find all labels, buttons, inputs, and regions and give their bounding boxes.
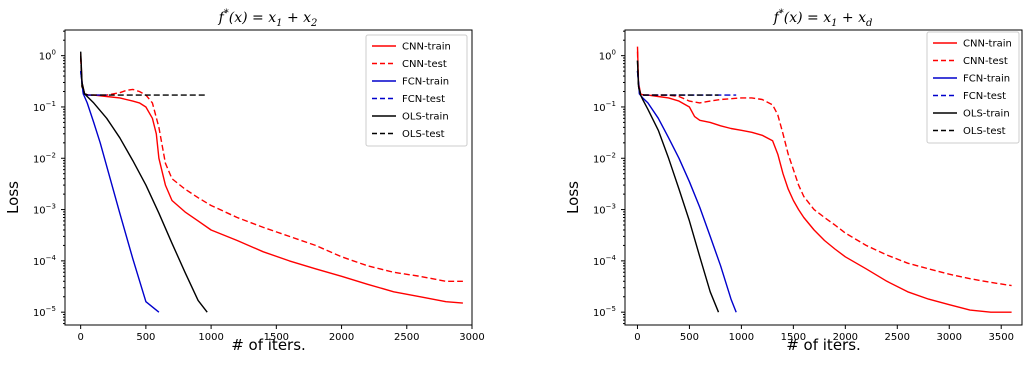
series-line-cnn-test	[80, 57, 463, 282]
series-line-ols-test	[80, 55, 208, 96]
plot-frame	[64, 29, 473, 326]
y-tick-label: 10−3	[33, 203, 56, 217]
x-tick-label: 2000	[833, 332, 858, 343]
series-line-ols-train	[636, 60, 720, 313]
y-tick-label: 100	[599, 49, 616, 63]
chart-panel-2: 0 500 1000 1500 2000 2500 3000 3500 100 10−1 10−2 1…	[564, 8, 1023, 354]
x-tick-label: 1500	[781, 332, 806, 343]
legend-label: CNN-test	[402, 59, 447, 70]
y-tick-label: 10−4	[593, 254, 617, 268]
legend-label: OLS-train	[402, 112, 449, 123]
x-tick-label: 2500	[394, 332, 419, 343]
x-tick-label: 1000	[198, 332, 223, 343]
y-tick-label: 10−4	[33, 254, 57, 268]
y-axis-label: Loss	[4, 181, 22, 214]
series-line-cnn-train	[80, 53, 463, 304]
series-line-fcn-train	[636, 71, 737, 313]
legend: CNN-train CNN-test FCN-train FCN-test OLS-tr…	[365, 34, 468, 147]
legend-label: FCN-train	[402, 77, 449, 88]
x-tick-label: 2500	[885, 332, 910, 343]
x-tick-label: 3500	[988, 332, 1013, 343]
legend-label: FCN-train	[963, 74, 1010, 85]
legend-label: CNN-test	[963, 56, 1008, 67]
legend-label: FCN-test	[963, 91, 1006, 102]
y-tick-label: 10−1	[593, 100, 616, 114]
legend-label: OLS-train	[963, 109, 1010, 120]
x-tick-label: 1500	[264, 332, 289, 343]
legend-label: OLS-test	[402, 129, 445, 140]
x-tick-label: 0	[77, 332, 83, 343]
chart-panel-1: 0 500 1000 1500 2000 2500 3000 100 10−1 10−2 10−3 1…	[4, 8, 485, 354]
y-tick-label: 10−5	[593, 305, 616, 319]
legend-label: CNN-train	[402, 42, 451, 53]
y-tick-label: 10−2	[33, 151, 56, 165]
legend-label: OLS-test	[963, 126, 1006, 137]
chart-title: f*(x) = x1 + x2	[218, 8, 318, 29]
x-tick-label: 1000	[729, 332, 754, 343]
x-tick-label: 3000	[459, 332, 484, 343]
series-line-ols-train	[80, 51, 208, 313]
x-tick-label: 500	[136, 332, 155, 343]
legend-label: CNN-train	[963, 39, 1012, 50]
series-line-fcn-test	[636, 71, 737, 96]
y-axis-label: Loss	[564, 181, 582, 214]
x-tick-label: 0	[634, 332, 640, 343]
series-group	[80, 51, 463, 313]
series-line-ols-test	[636, 60, 719, 96]
x-tick-label: 2000	[329, 332, 354, 343]
x-tick-label: 500	[680, 332, 699, 343]
y-tick-label: 100	[39, 49, 56, 63]
x-axis-label: # of iters.	[231, 336, 306, 354]
y-tick-label: 10−2	[593, 151, 616, 165]
plot-frame	[624, 29, 1023, 326]
x-axis-label: # of iters.	[786, 336, 861, 354]
series-line-cnn-train	[636, 46, 1012, 313]
legend-label: FCN-test	[402, 94, 445, 105]
series-group	[636, 46, 1012, 313]
legend: CNN-train CNN-test FCN-train FCN-test OLS-tr…	[926, 31, 1020, 144]
y-tick-label: 10−1	[33, 100, 56, 114]
chart-title: f*(x) = x1 + xd	[773, 8, 873, 29]
y-tick-label: 10−5	[33, 305, 56, 319]
x-tick-label: 3000	[937, 332, 962, 343]
series-line-fcn-train	[80, 71, 160, 313]
y-tick-label: 10−3	[593, 203, 616, 217]
